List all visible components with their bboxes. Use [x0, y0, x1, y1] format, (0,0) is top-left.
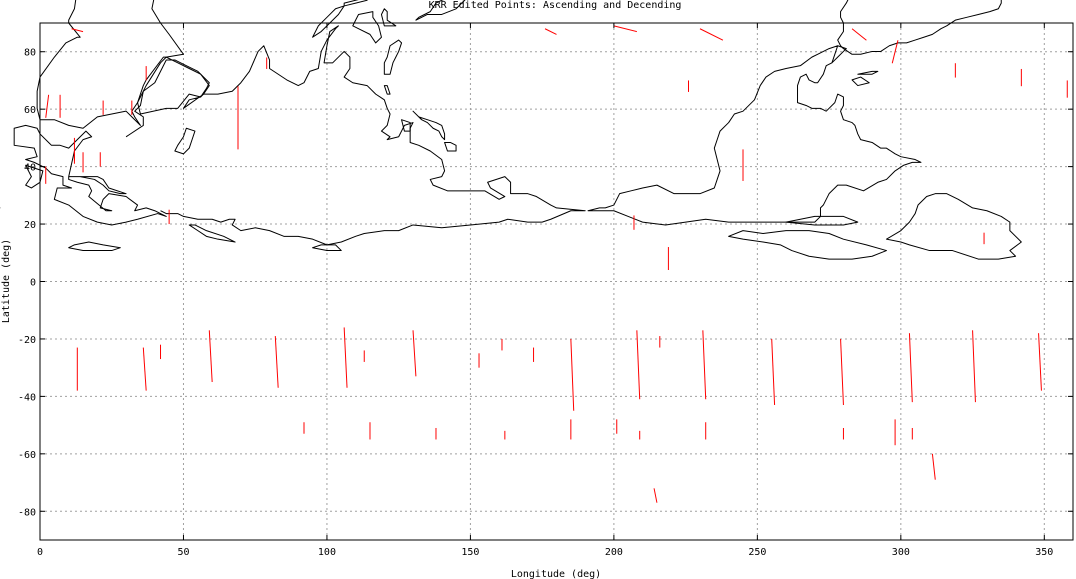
edited-point-track	[208, 330, 213, 383]
coastline-uk-iceland	[0, 165, 43, 211]
coastline-asia	[126, 26, 585, 245]
y-tick-label: -80	[18, 507, 36, 518]
y-tick-label: -60	[18, 450, 36, 461]
edited-point-track	[1038, 333, 1042, 391]
coastline-greenland	[886, 194, 1021, 259]
coastline-sulawesi-newguinea	[381, 0, 470, 26]
edited-point-track	[412, 330, 417, 377]
edited-point-track	[142, 347, 147, 391]
edited-point-track	[891, 40, 899, 64]
edited-point-track	[45, 94, 50, 118]
coastline-arctic-islands	[729, 216, 887, 259]
coastline-south-america	[838, 0, 1002, 54]
x-tick-label: 150	[461, 547, 479, 558]
coastline-japan	[413, 111, 456, 151]
edited-point-track	[71, 28, 84, 33]
edited-point-track	[653, 488, 658, 503]
edited-point-track	[613, 25, 637, 33]
coastline-eurasia	[14, 125, 166, 225]
edited-point-track	[771, 338, 776, 406]
grid-lines	[40, 23, 1073, 540]
edited-point-track	[274, 336, 279, 388]
edited-point-track	[931, 453, 936, 480]
x-tick-label: 300	[892, 547, 910, 558]
x-tick-label: 350	[1035, 547, 1053, 558]
coastline-philippines	[384, 40, 401, 74]
coastline-caspian	[175, 128, 195, 154]
y-tick-label: 0	[30, 278, 36, 289]
y-tick-label: 60	[24, 105, 36, 116]
chart-title: KRR Edited Points: Ascending and Decendi…	[429, 0, 682, 11]
edited-point-track	[699, 28, 724, 41]
coastline-taiwan-korea	[384, 86, 410, 132]
edited-point-track	[972, 330, 976, 403]
edited-point-track	[544, 28, 557, 35]
coastline-sumatra-java	[313, 0, 368, 37]
x-tick-label: 50	[177, 547, 189, 558]
y-axis-label: Latitude (deg)	[1, 239, 12, 323]
edited-point-track	[702, 330, 707, 400]
edited-point-track	[851, 28, 867, 41]
y-axis-ticks: -80 -60 -40 -20 0 20 40 60 80	[18, 48, 1073, 518]
coastline-borneo	[353, 12, 382, 43]
coastline-africa	[37, 0, 183, 128]
y-tick-label: 20	[24, 220, 36, 231]
edited-point-track	[570, 338, 575, 411]
data-tracks	[45, 25, 1068, 503]
y-tick-label: -20	[18, 335, 36, 346]
x-tick-label: 250	[748, 547, 766, 558]
edited-point-track	[908, 333, 913, 403]
x-axis-label: Longitude (deg)	[511, 569, 601, 579]
y-tick-label: 80	[24, 48, 36, 59]
coastline-svalbard-novaya	[69, 225, 342, 251]
edited-point-track	[840, 338, 844, 406]
coastline-arabia	[138, 57, 210, 114]
y-tick-label: -40	[18, 392, 36, 403]
edited-point-track	[343, 327, 348, 388]
coastline-north-america	[588, 46, 921, 225]
edited-point-track	[636, 330, 641, 400]
x-tick-label: 200	[605, 547, 623, 558]
x-tick-label: 0	[37, 547, 43, 558]
x-tick-label: 100	[318, 547, 336, 558]
x-axis-ticks: 0 50 100 150 200 250 300 350	[37, 23, 1053, 558]
coastline-map	[0, 0, 1073, 259]
y-tick-label: 40	[24, 163, 36, 174]
